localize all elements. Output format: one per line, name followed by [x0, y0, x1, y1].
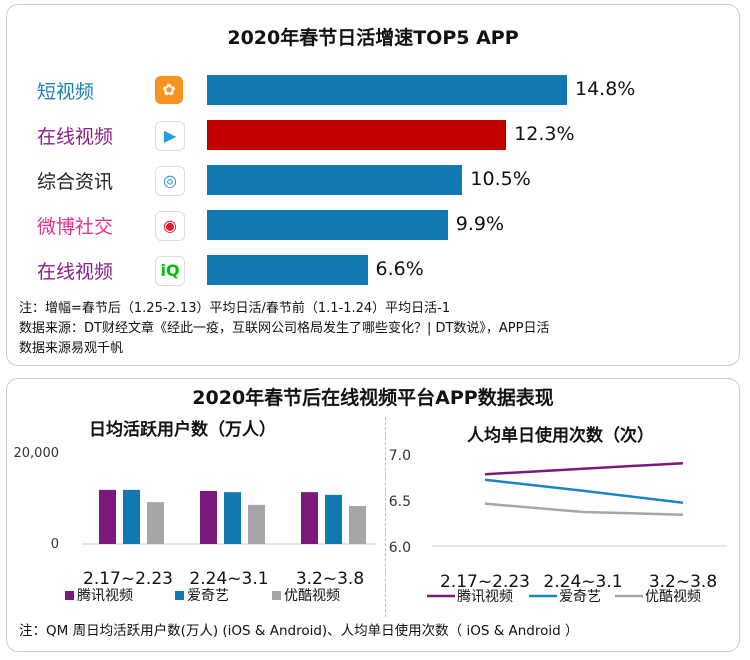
x-tick-label: 3.2~3.8: [649, 572, 717, 592]
legend-swatch: [272, 591, 281, 600]
dau-chart-title: 日均活跃用户数（万人）: [89, 420, 276, 440]
value-label: 6.6%: [375, 258, 424, 280]
tencent-video-icon: ▶: [155, 121, 185, 151]
value-label: 9.9%: [455, 213, 505, 235]
y-tick-label: 6.0: [389, 540, 411, 556]
toutiao-icon: ◎: [155, 166, 185, 196]
y-tick-label: 20,000: [14, 446, 60, 461]
value-label: 12.3%: [514, 123, 575, 145]
legend-label: 爱奇艺: [187, 587, 229, 604]
x-tick-label: 2.17~2.23: [440, 572, 530, 592]
legend-label: 腾讯视频: [77, 587, 133, 604]
value-label: 14.8%: [575, 78, 636, 100]
iqiyi-icon: iQ: [155, 256, 185, 286]
bar-0: [301, 492, 318, 544]
bar: [207, 255, 368, 285]
category-label: 微博社交: [37, 216, 114, 238]
category-label: 综合资讯: [37, 171, 114, 193]
y-tick-label: 0: [51, 537, 59, 552]
value-label: 10.5%: [470, 168, 531, 190]
legend-swatch: [65, 591, 74, 600]
category-label: 短视频: [37, 81, 95, 103]
bottom-charts-svg: 20,000 0 2.17~2.23 2.24~3.1 3.2~3.8 腾讯视频 爱奇艺 优酷…: [14, 446, 727, 605]
usage-chart-title: 人均单日使用次数（次）: [467, 426, 654, 446]
legend-label: 优酷视频: [645, 589, 701, 605]
y-tick-label: 7.0: [389, 448, 411, 464]
note-source-cont: 数据来源易观千帆: [19, 341, 124, 356]
x-tick-label: 3.2~3.8: [296, 569, 364, 589]
kuaishou-icon: ✿: [155, 76, 183, 104]
x-tick-label: 2.17~2.23: [83, 569, 173, 589]
bar-2: [147, 502, 164, 544]
bar-1: [224, 492, 241, 544]
bar-2: [349, 506, 366, 544]
bar: [207, 75, 567, 105]
bar: [207, 120, 507, 150]
category-label: 在线视频: [37, 261, 114, 283]
bar-1: [325, 494, 342, 544]
divider: [385, 417, 386, 617]
bar: [207, 165, 463, 195]
legend-label: 优酷视频: [284, 588, 340, 604]
bar-0: [200, 490, 217, 544]
line-2: [484, 502, 684, 516]
bar-2: [248, 504, 265, 544]
weibo-icon: ◉: [155, 211, 185, 241]
x-tick-label: 2.24~3.1: [189, 569, 268, 589]
x-tick-label: 2.24~3.1: [543, 572, 622, 592]
bottom-note: 注：QM 周日均活跃用户数(万人) (iOS & Android)、人均单日使用…: [19, 623, 579, 639]
y-tick-label: 6.5: [389, 494, 411, 510]
bar-1: [123, 489, 140, 544]
bar: [207, 210, 448, 240]
line-1: [484, 478, 684, 505]
category-label: 在线视频: [37, 126, 114, 148]
bottom-title: 2020年春节后在线视频平台APP数据表现: [192, 387, 554, 409]
legend-label: 腾讯视频: [457, 588, 513, 605]
legend-swatch: [175, 591, 184, 600]
note-formula: 注：增幅=春节后（1.25-2.13）平均日活/春节前（1.1-1.24）平均日…: [19, 301, 451, 316]
bottom-panel: 2020年春节后在线视频平台APP数据表现 日均活跃用户数（万人） 人均单日使用…: [6, 378, 740, 652]
legend-label: 爱奇艺: [559, 588, 601, 605]
line-0: [484, 461, 684, 476]
note-source: 数据来源：DT财经文章《经此一疫，互联网公司格局发生了哪些变化？| DT数说》，…: [19, 321, 550, 336]
top-panel: 2020年春节日活增速TOP5 APP 短视频 ✿ 14.8% 在线视频 ▶ 12…: [6, 4, 740, 366]
bar-0: [99, 489, 116, 544]
top-chart-title: 2020年春节日活增速TOP5 APP: [227, 27, 519, 49]
